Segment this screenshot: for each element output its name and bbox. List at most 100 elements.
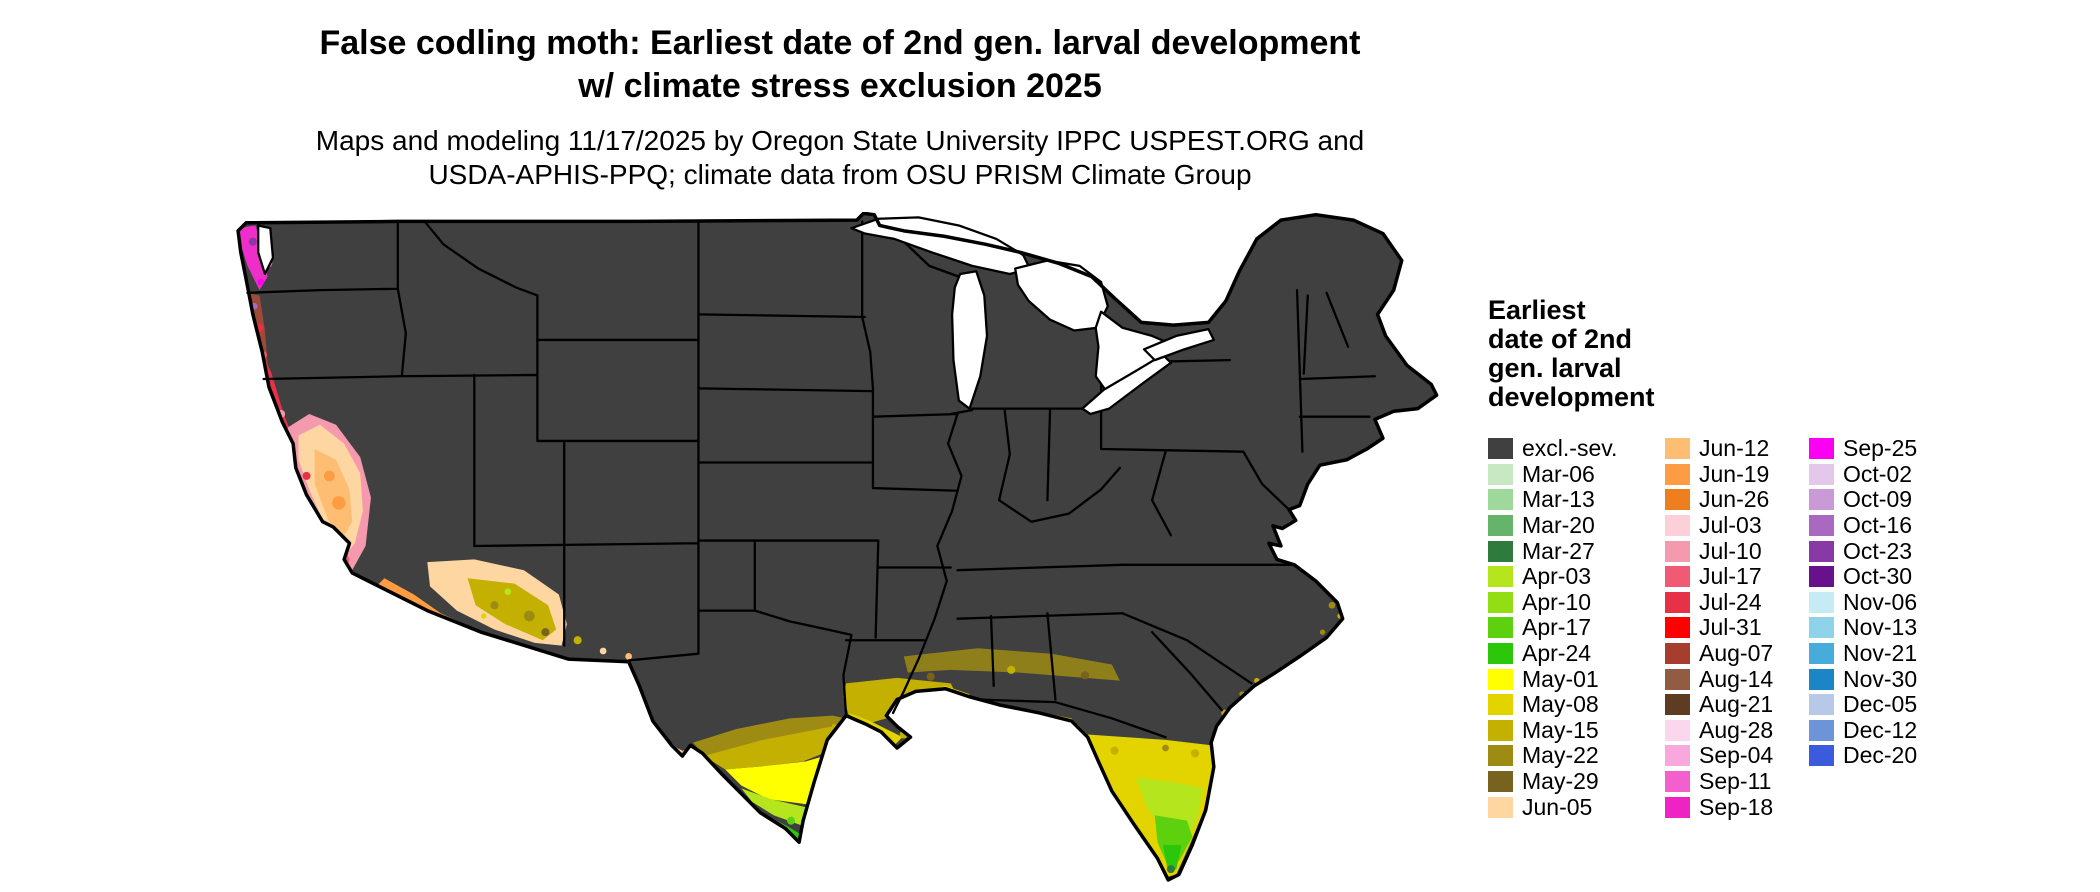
legend-swatch [1809,643,1834,665]
legend-label: Apr-17 [1522,614,1592,641]
legend-swatch [1809,745,1834,767]
map-region-gulf-brown-speck-1 [926,672,935,681]
legend-label: Oct-02 [1843,460,1913,487]
legend-label: Nov-06 [1843,588,1918,615]
legend-label: Dec-05 [1843,691,1918,718]
map-legend: Earliest date of 2nd gen. larval develop… [1488,296,2078,820]
map-region-gulf-olive-speck [1007,665,1016,674]
legend-swatch [1488,745,1513,767]
legend-entry: Oct-02 [1809,462,1917,488]
legend-entry: Aug-07 [1665,641,1809,667]
legend-swatch [1665,745,1690,767]
legend-swatch [1809,617,1834,639]
legend-label: Nov-30 [1843,665,1918,692]
legend-label: May-08 [1522,691,1599,718]
legend-swatch [1665,617,1690,639]
great-lakes [257,216,1215,416]
legend-title-line2: date of 2nd [1488,324,1633,354]
legend-entry: Mar-13 [1488,487,1665,513]
map-region-wa-coast-purple [248,237,257,246]
legend-label: May-01 [1522,665,1599,692]
map-region-az-yellowgreen [504,588,512,596]
map-region-elpaso-orange [625,653,633,660]
legend-entry: Mar-27 [1488,538,1665,564]
legend-entry: May-01 [1488,666,1665,692]
legend-entry: Jun-05 [1488,794,1665,820]
legend-entry: Jul-31 [1665,615,1809,641]
legend-swatch [1665,489,1690,511]
legend-column-3: Sep-25 Oct-02 Oct-09 Oct-16 Oct-23 Oct-30 Nov-… [1809,436,1917,769]
legend-swatch [1488,694,1513,716]
legend-title-line3: gen. larval [1488,353,1622,383]
map-region-wa-sound-pink-2 [257,278,265,286]
map-region-az-olive [467,578,557,641]
legend-label: Jun-12 [1699,435,1770,462]
legend-entry: May-22 [1488,743,1665,769]
legend-label: excl.-sev. [1522,435,1618,462]
legend-entry: Apr-10 [1488,590,1665,616]
legend-label: Nov-13 [1843,614,1918,641]
legend-label: Sep-25 [1843,435,1918,462]
legend-label: Jun-19 [1699,460,1770,487]
header: False codling moth: Earliest date of 2nd… [250,22,1430,192]
legend-entry: Nov-13 [1809,615,1917,641]
legend-swatch [1488,540,1513,562]
legend-swatch [1809,463,1834,485]
legend-swatch [1809,566,1834,588]
legend-swatch [1665,668,1690,690]
legend-label: Dec-20 [1843,742,1918,769]
legend-swatch [1488,771,1513,793]
legend-swatch [1809,515,1834,537]
legend-swatch [1488,668,1513,690]
legend-entry: Oct-16 [1809,513,1917,539]
map-region-la-south-olive [843,677,958,724]
legend-swatch [1809,438,1834,460]
legend-label: Nov-21 [1843,640,1918,667]
legend-entry: Jul-17 [1665,564,1809,590]
map-region-nm-tan-speck [599,647,607,655]
state-boundaries [246,220,1377,739]
us-map [226,212,1442,888]
legend-swatch [1488,591,1513,613]
legend-swatch [1488,796,1513,818]
legend-entry: Dec-20 [1809,743,1917,769]
legend-column-2: Jun-12 Jun-19 Jun-26 Jul-03 Jul-10 Jul-17 Jul-… [1665,436,1809,820]
legend-entry: Mar-06 [1488,462,1665,488]
map-region-fl-north-olive-2 [1162,744,1169,752]
legend-label: Jul-31 [1699,614,1762,641]
legend-swatch [1665,515,1690,537]
legend-entry: Nov-06 [1809,590,1917,616]
legend-label: May-22 [1522,742,1599,769]
legend-entry: Oct-30 [1809,564,1917,590]
map-region-tx-dark-yellow [703,726,833,770]
legend-title: Earliest date of 2nd gen. larval develop… [1488,296,2078,412]
legend-entry: May-08 [1488,692,1665,718]
legend-label: Aug-07 [1699,640,1774,667]
legend-swatch [1809,694,1834,716]
lake-puget-sound [257,224,275,276]
legend-entry: Jun-26 [1665,487,1809,513]
legend-label: Aug-14 [1699,665,1774,692]
lake-ontario [1142,328,1215,362]
legend-label: Mar-06 [1522,460,1595,487]
legend-entry: Nov-30 [1809,666,1917,692]
legend-label: Mar-27 [1522,537,1595,564]
map-region-fl-north-olive-1 [1110,746,1119,755]
map-subtitle-line1: Maps and modeling 11/17/2025 by Oregon S… [315,125,1365,156]
legend-swatch [1665,719,1690,741]
legend-label: Oct-23 [1843,537,1913,564]
map-title-line1: False codling moth: Earliest date of 2nd… [319,24,1361,62]
map-region-ca-valley-orange-deep-1 [332,496,346,510]
legend-entry: Jul-03 [1665,513,1809,539]
legend-entry: Mar-20 [1488,513,1665,539]
legend-swatch [1488,463,1513,485]
legend-label: Aug-21 [1699,691,1774,718]
legend-swatch [1665,438,1690,460]
map-region-gulf-olive-band [903,648,1120,681]
legend-label: May-29 [1522,768,1599,795]
legend-swatch [1665,540,1690,562]
legend-swatch [1488,566,1513,588]
legend-swatch [1665,643,1690,665]
legend-title-line4: development [1488,382,1655,412]
legend-swatch [1488,515,1513,537]
